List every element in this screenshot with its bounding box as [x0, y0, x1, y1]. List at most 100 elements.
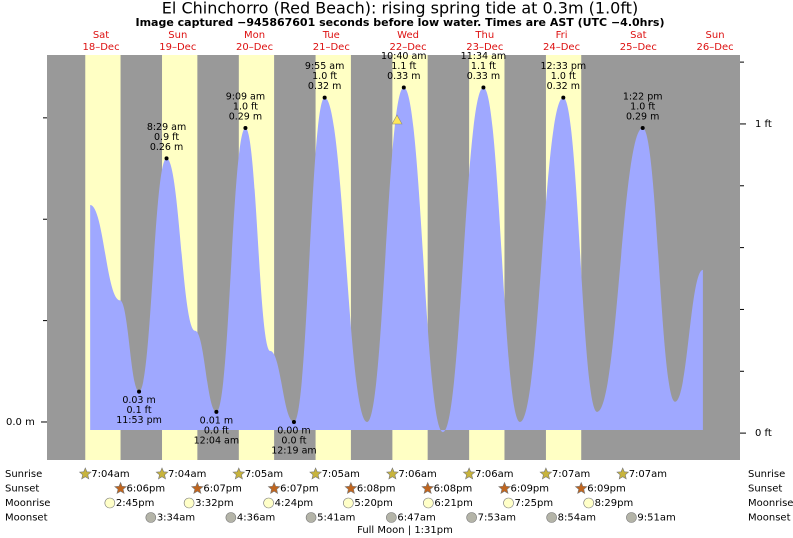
astro-row-label: Sunrise [748, 469, 785, 480]
day-date: 26–Dec [697, 42, 734, 53]
chart-subtitle: Image captured −945867601 seconds before… [136, 16, 665, 29]
y-tick-label: 0.0 m [6, 417, 35, 428]
extreme-label: 0.32 m [547, 81, 580, 92]
extreme-label: 11:34 am [461, 51, 506, 62]
extreme-label: 0.0 ft [204, 425, 229, 436]
day-weekday: Tue [322, 30, 340, 41]
astro-icon [421, 481, 435, 495]
day-weekday: Thu [474, 30, 494, 41]
astro-icon [232, 467, 246, 480]
day-weekday: Fri [556, 30, 568, 41]
astro-icon [546, 512, 557, 523]
day-weekday: Sat [630, 30, 646, 41]
astro-time: 7:25pm [515, 498, 554, 509]
astro-time: 4:24pm [275, 498, 314, 509]
extreme-label: 12:19 am [271, 445, 316, 456]
extreme-dot [214, 409, 219, 414]
day-date: 20–Dec [236, 42, 273, 53]
extreme-label: 1.0 ft [312, 71, 337, 82]
extreme-label: 0.0 ft [281, 435, 306, 446]
extreme-label: 0.32 m [308, 81, 341, 92]
astro-icon [386, 512, 397, 523]
day-weekday: Sun [168, 30, 187, 41]
extreme-label: 11:53 pm [116, 415, 162, 426]
tide-area [90, 87, 703, 433]
astro-icon [503, 497, 514, 509]
astro-time: 3:34am [157, 513, 195, 524]
astro-icon [190, 481, 204, 495]
astro-icon [263, 497, 274, 509]
astro-time: 7:05am [322, 469, 360, 480]
extreme-label: 0.01 m [200, 415, 233, 426]
astro-time: 9:51am [637, 513, 675, 524]
astro-time: 6:09pm [510, 484, 549, 495]
astro-icon [616, 467, 630, 480]
astro-time: 7:07am [629, 469, 667, 480]
astro-row-label: Sunset [5, 484, 39, 495]
astro-time: 3:32pm [195, 498, 234, 509]
astro-icon [626, 512, 637, 523]
astro-time: 6:09pm [587, 484, 626, 495]
day-date: 23–Dec [466, 42, 503, 53]
astro-icon [183, 497, 195, 509]
extreme-label: 8:29 am [147, 122, 186, 133]
astro-time: 7:06am [398, 469, 436, 480]
extreme-label: 1.0 ft [630, 101, 655, 112]
extreme-dot [243, 125, 248, 130]
extreme-label: 1.0 ft [233, 101, 258, 112]
astro-time: 6:07pm [203, 484, 242, 495]
moon-phase-marker [391, 114, 403, 125]
day-date: 22–Dec [390, 42, 427, 53]
day-date: 18–Dec [83, 42, 120, 53]
extreme-dot [401, 85, 406, 90]
astro-row-label: Moonrise [5, 498, 50, 509]
extreme-label: 12:04 am [194, 435, 239, 446]
extreme-dot [640, 125, 645, 130]
extreme-label: 0.1 ft [127, 405, 152, 416]
extreme-dot [137, 389, 142, 394]
astro-time: 2:45pm [116, 498, 155, 509]
astro-icon [145, 512, 157, 523]
extreme-dot [291, 419, 296, 424]
astro-icon [423, 497, 434, 509]
astro-time: 6:08pm [357, 484, 396, 495]
astro-row-label: Sunrise [5, 469, 42, 480]
astro-icon [574, 481, 588, 495]
astro-time: 6:07pm [280, 484, 319, 495]
astro-icon [267, 481, 281, 495]
extreme-label: 0.26 m [150, 142, 183, 153]
extreme-label: 0.33 m [467, 71, 500, 82]
astro-icon [539, 467, 553, 480]
day-weekday: Mon [244, 30, 265, 41]
astro-time: 7:07am [552, 469, 590, 480]
astro-time: 7:04am [91, 469, 129, 480]
extreme-dot [561, 95, 566, 100]
day-date: 21–Dec [313, 42, 350, 53]
astro-time: 8:29pm [595, 498, 634, 509]
day-date: 24–Dec [543, 42, 580, 53]
day-weekday: Sat [93, 30, 109, 41]
extreme-label: 0.33 m [387, 71, 420, 82]
y2-tick-label: 1 ft [755, 119, 772, 130]
extreme-label: 12:33 pm [540, 61, 586, 72]
astro-icon [78, 467, 92, 480]
extreme-label: 1.1 ft [471, 61, 496, 72]
extreme-label: 0.29 m [626, 111, 659, 122]
astro-icon [498, 481, 511, 495]
extreme-label: 0.03 m [122, 395, 155, 406]
y2-tick-label: 0 ft [755, 428, 772, 439]
astro-icon [385, 467, 399, 480]
astro-icon [462, 467, 476, 480]
astro-icon [305, 512, 317, 523]
extreme-label: 1.1 ft [391, 61, 416, 72]
astro-row-label: Moonset [748, 513, 791, 524]
extreme-label: 9:55 am [305, 61, 344, 72]
astro-icon [343, 497, 354, 509]
astro-icon [104, 497, 116, 509]
astro-icon [583, 497, 594, 509]
extreme-label: 9:09 am [226, 91, 265, 102]
astro-icon [309, 467, 323, 480]
extreme-label: 0.29 m [229, 111, 262, 122]
